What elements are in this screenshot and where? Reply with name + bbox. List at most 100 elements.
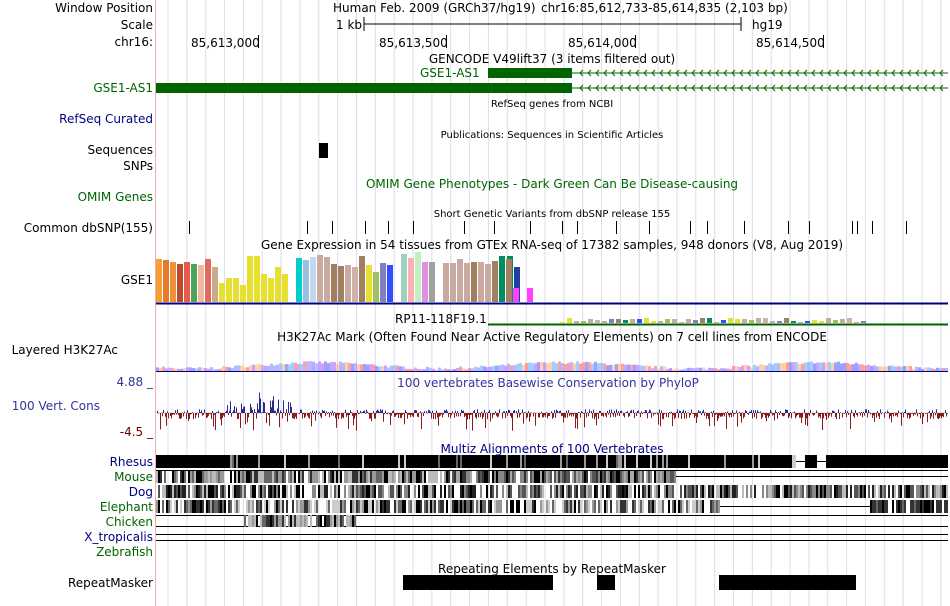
- alignment-block: [488, 500, 490, 513]
- gtex-tissue-bar[interactable]: [485, 264, 491, 302]
- gse1-as1-track-label[interactable]: GSE1-AS1: [93, 81, 153, 95]
- species-dog-label[interactable]: Dog: [128, 485, 153, 499]
- gtex-tissue-bar[interactable]: [247, 256, 253, 302]
- alignment-block: [192, 485, 194, 498]
- h3k27ac-bin: [753, 364, 756, 371]
- h3k27ac-bin: [486, 367, 489, 371]
- alignment-block: [178, 485, 180, 498]
- gse1-gtex-track-label[interactable]: GSE1: [120, 273, 153, 287]
- species-mouse-label[interactable]: Mouse: [114, 470, 153, 484]
- alignment-block: [616, 470, 618, 483]
- common-dbsnp-track-label[interactable]: Common dbSNP(155): [23, 221, 153, 235]
- gtex-tissue-bar[interactable]: [513, 288, 519, 302]
- gtex-tissue-bar[interactable]: [296, 258, 302, 302]
- alignment-block: [582, 470, 584, 483]
- gtex-tissue-bar[interactable]: [233, 278, 239, 302]
- alignment-block: [192, 470, 194, 483]
- gtex-tissue-bar[interactable]: [408, 258, 414, 302]
- gtex-tissue-bar[interactable]: [317, 255, 323, 302]
- alignment-block: [450, 485, 452, 498]
- h3k27ac-track-label[interactable]: Layered H3K27Ac: [11, 343, 118, 357]
- gtex-tissue-bar[interactable]: [450, 263, 456, 302]
- gtex-tissue-bar[interactable]: [506, 259, 512, 302]
- gtex-tissue-bar[interactable]: [457, 259, 463, 302]
- h3k27ac-bin: [624, 364, 627, 371]
- rp11-gene-label[interactable]: RP11-118F19.1: [395, 312, 487, 326]
- gtex-tissue-bar[interactable]: [191, 264, 197, 302]
- gtex-tissue-bar[interactable]: [345, 265, 351, 302]
- gtex-tissue-bar[interactable]: [184, 262, 190, 302]
- gtex-tissue-bar[interactable]: [324, 257, 330, 302]
- rp11-expression-bar: [791, 321, 796, 323]
- gtex-tissue-bar[interactable]: [163, 260, 169, 302]
- gtex-tissue-bar[interactable]: [514, 267, 520, 302]
- species-rhesus-label[interactable]: Rhesus: [109, 455, 153, 469]
- omim-genes-track-label[interactable]: OMIM Genes: [77, 190, 153, 204]
- h3k27ac-bin: [516, 363, 519, 371]
- sequences-track-label[interactable]: Sequences: [87, 143, 153, 157]
- gtex-tissue-bar[interactable]: [471, 262, 477, 302]
- h3k27ac-bin: [564, 363, 567, 371]
- alignment-block: [480, 485, 482, 498]
- rp11-expression-bar: [833, 320, 838, 323]
- species-zebrafish-label[interactable]: Zebrafish: [96, 545, 153, 559]
- gtex-tissue-bar[interactable]: [205, 259, 211, 302]
- vert-cons-track-label[interactable]: 100 Vert. Cons: [11, 399, 100, 413]
- gtex-tissue-bar[interactable]: [254, 256, 260, 302]
- gtex-tissue-bar[interactable]: [226, 278, 232, 302]
- gtex-tissue-bar[interactable]: [156, 259, 162, 302]
- gtex-tissue-bar[interactable]: [268, 278, 274, 302]
- h3k27ac-bin: [453, 369, 456, 371]
- gtex-tissue-bar[interactable]: [338, 266, 344, 302]
- gse1-as1-gene-label[interactable]: GSE1-AS1: [420, 66, 480, 80]
- gtex-tissue-bar[interactable]: [401, 254, 407, 302]
- alignment-block: [494, 500, 496, 513]
- gtex-tissue-bar[interactable]: [373, 272, 379, 302]
- gtex-tissue-bar[interactable]: [198, 265, 204, 302]
- alignment-block: [240, 470, 242, 483]
- alignment-block: [452, 485, 454, 498]
- gtex-tissue-bar[interactable]: [527, 288, 533, 302]
- snps-track-label[interactable]: SNPs: [123, 159, 153, 173]
- repeatmasker-track-label[interactable]: RepeatMasker: [67, 576, 153, 590]
- gtex-tissue-bar[interactable]: [282, 274, 288, 302]
- h3k27ac-bin: [882, 366, 885, 371]
- species-elephant-label[interactable]: Elephant: [99, 500, 153, 514]
- gtex-tissue-bar[interactable]: [443, 263, 449, 302]
- gtex-tissue-bar[interactable]: [422, 262, 428, 302]
- h3k27ac-bin: [585, 361, 588, 371]
- gtex-tissue-bar[interactable]: [499, 256, 505, 302]
- gtex-tissue-bar[interactable]: [310, 257, 316, 302]
- gtex-tissue-bar[interactable]: [380, 263, 386, 302]
- gtex-tissue-bar[interactable]: [492, 261, 498, 302]
- gtex-tissue-bar[interactable]: [303, 260, 309, 302]
- alignment-block: [162, 500, 164, 513]
- alignment-block: [752, 455, 754, 468]
- gtex-tissue-bar[interactable]: [177, 264, 183, 302]
- gtex-tissue-bar[interactable]: [331, 264, 337, 302]
- species-x-tropicalis-label[interactable]: X_tropicalis: [84, 530, 153, 544]
- gtex-tissue-bar[interactable]: [275, 267, 281, 302]
- gtex-tissue-bar[interactable]: [359, 256, 365, 302]
- gtex-tissue-bar[interactable]: [352, 267, 358, 302]
- gtex-tissue-bar[interactable]: [366, 265, 372, 302]
- gtex-tissue-bar[interactable]: [387, 265, 393, 302]
- gtex-tissue-bar[interactable]: [170, 262, 176, 302]
- gtex-tissue-bar[interactable]: [464, 263, 470, 302]
- alignment-block: [584, 455, 586, 468]
- species-chicken-label[interactable]: Chicken: [105, 515, 153, 529]
- gtex-tissue-bar[interactable]: [478, 262, 484, 302]
- gtex-tissue-bar[interactable]: [212, 267, 218, 302]
- h3k27ac-bin: [441, 369, 444, 371]
- gtex-tissue-bar[interactable]: [261, 274, 267, 302]
- h3k27ac-bin: [582, 362, 585, 371]
- refseq-curated-track-label[interactable]: RefSeq Curated: [59, 112, 153, 126]
- gtex-tissue-bar[interactable]: [415, 252, 421, 302]
- h3k27ac-bin: [216, 369, 219, 371]
- gtex-tissue-bar[interactable]: [219, 283, 225, 302]
- gtex-tissue-bar[interactable]: [429, 262, 435, 302]
- h3k27ac-bin: [633, 364, 636, 371]
- gtex-tissue-bar[interactable]: [240, 285, 246, 302]
